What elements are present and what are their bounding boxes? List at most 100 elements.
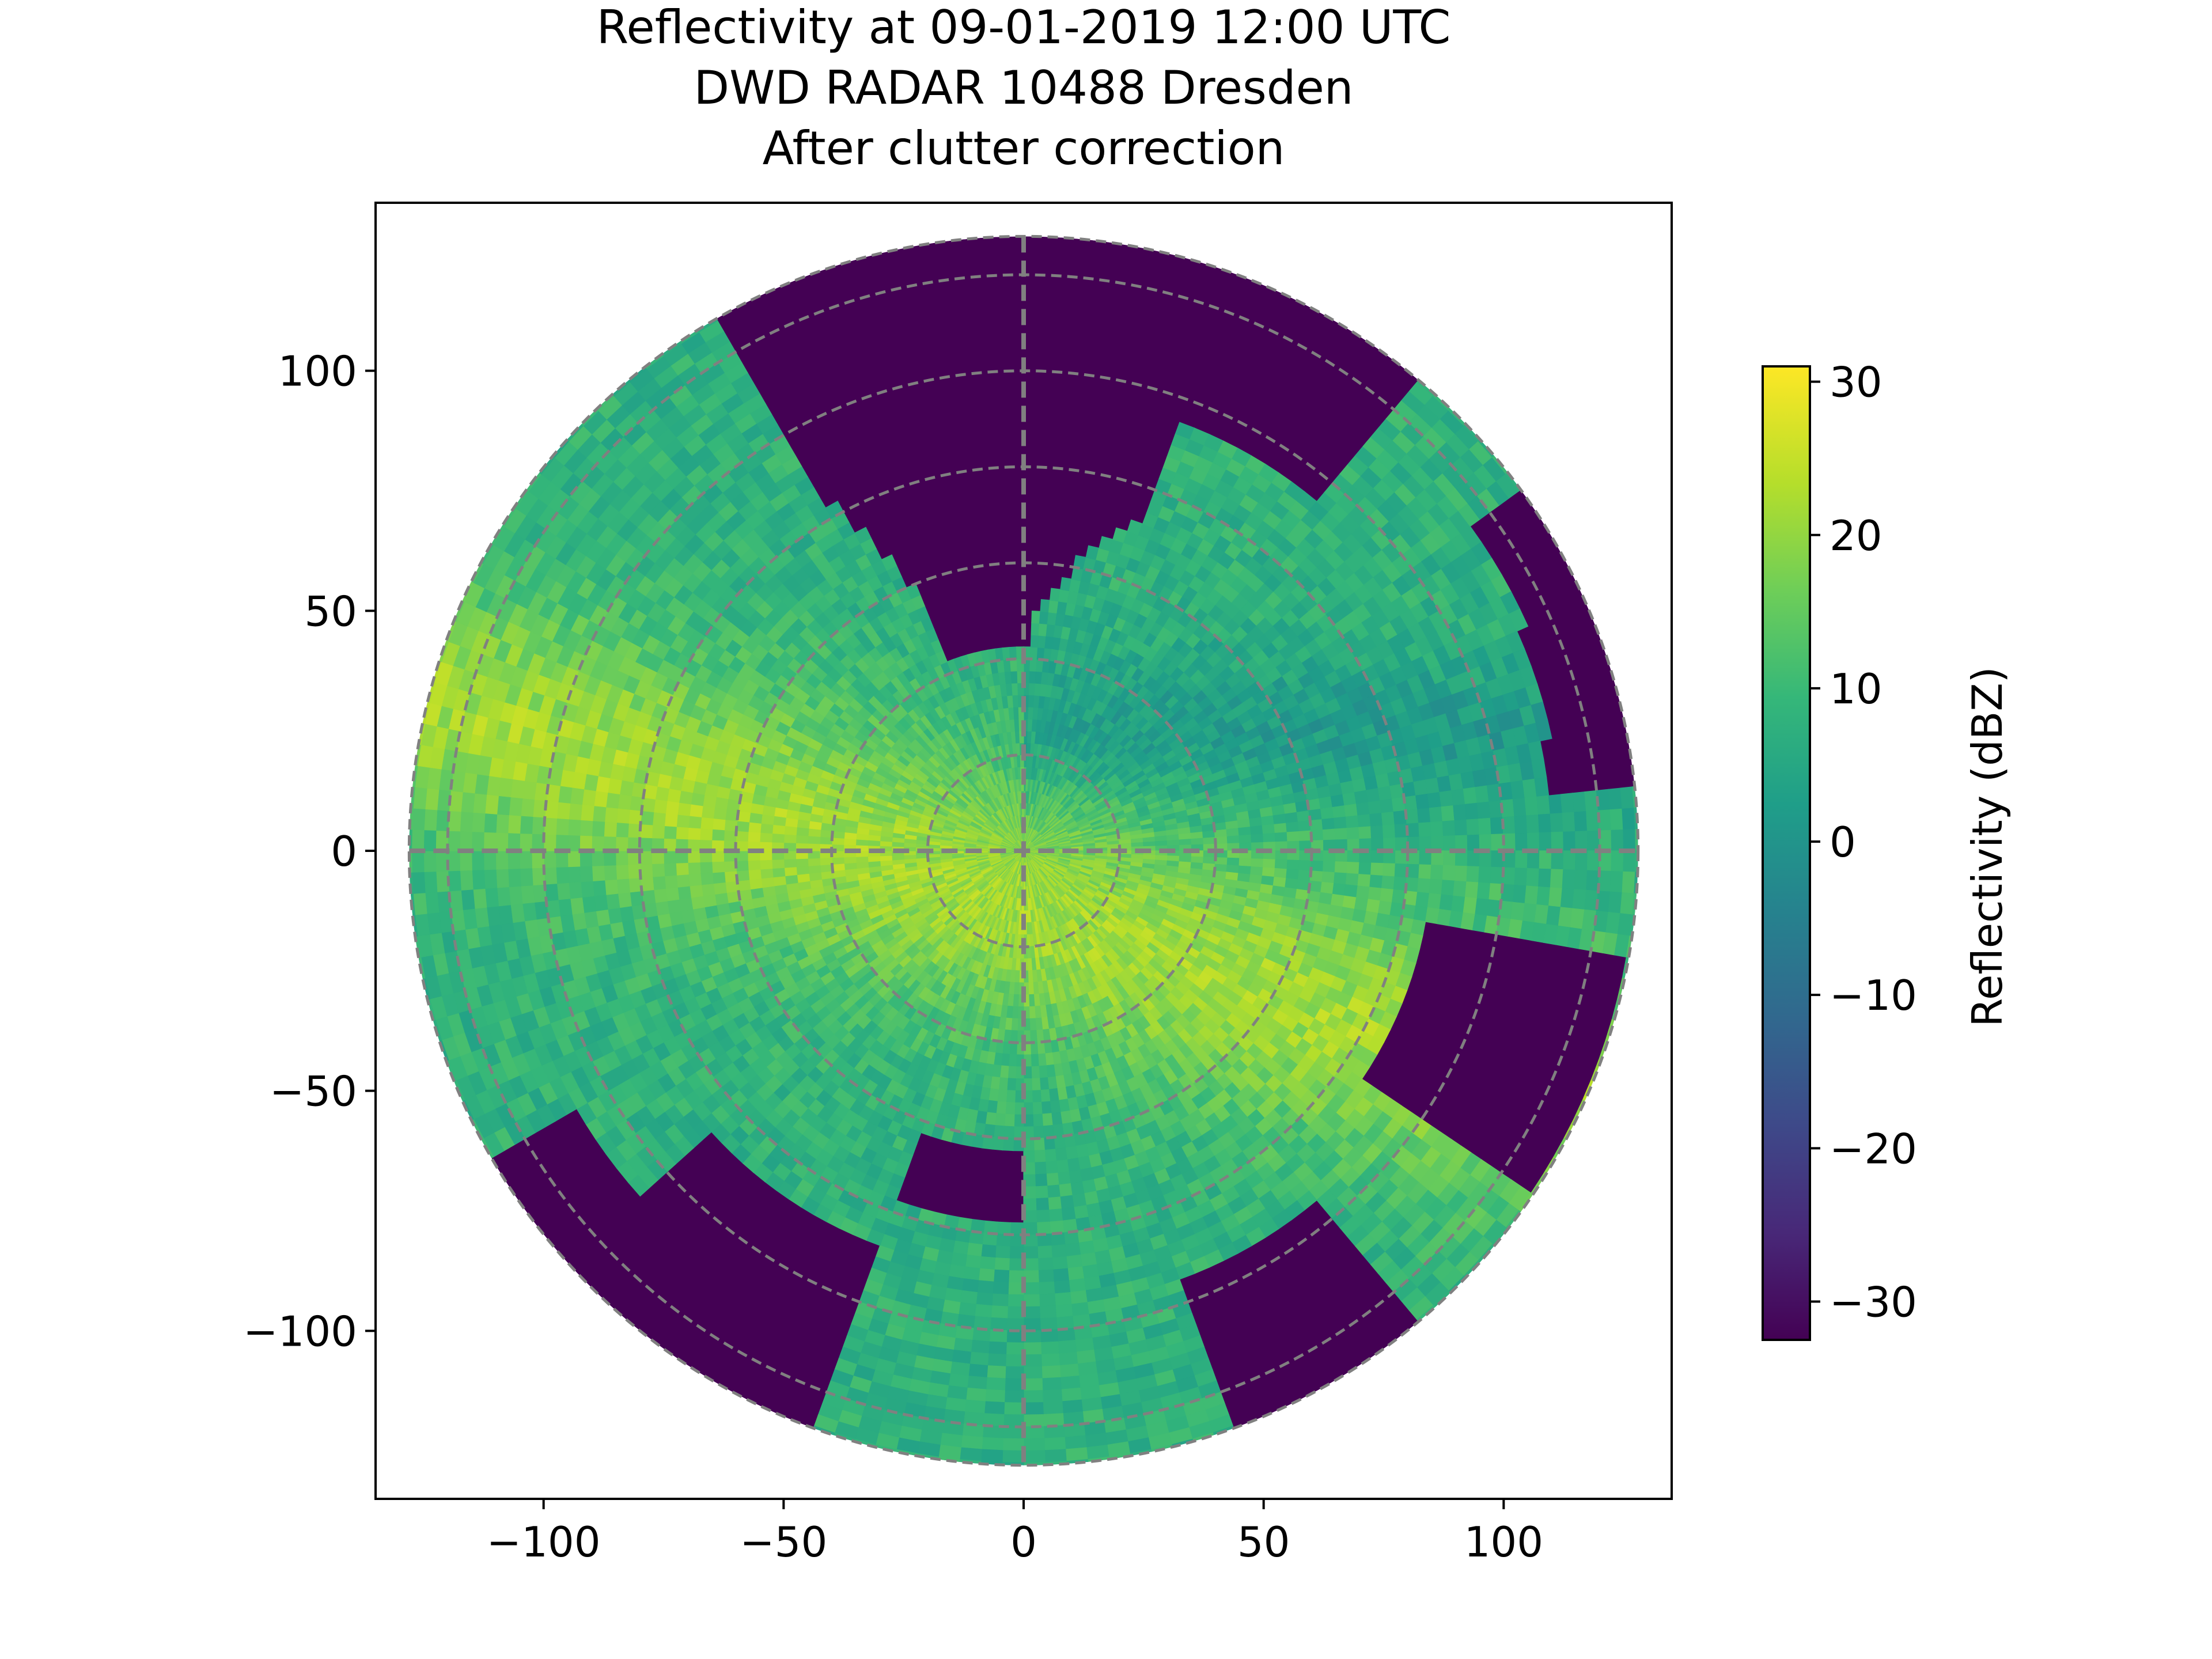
radar-bin — [1007, 1282, 1024, 1296]
radar-bin — [1296, 810, 1310, 823]
radar-bin — [1023, 1306, 1041, 1320]
radar-bin — [958, 1302, 976, 1317]
radar-bin — [980, 1449, 1003, 1463]
title-line-1: Reflectivity at 09-01-2019 12:00 UTC — [597, 1, 1451, 54]
radar-bin — [1527, 832, 1540, 851]
radar-bin — [1031, 1078, 1041, 1092]
radar-bin — [1345, 815, 1359, 829]
radar-bin — [979, 1256, 996, 1271]
radar-bin — [1548, 887, 1563, 908]
title-line-3: After clutter correction — [763, 122, 1285, 175]
radar-bin — [1023, 1438, 1046, 1452]
radar-bin — [983, 1220, 998, 1234]
radar-bin — [1032, 1113, 1044, 1127]
radar-bin — [1041, 1113, 1053, 1127]
radar-bin — [1453, 880, 1467, 898]
radar-bin — [1429, 878, 1444, 895]
radar-bin — [991, 1293, 1009, 1307]
radar-bin — [968, 1363, 988, 1378]
radar-bin — [1057, 1339, 1077, 1354]
radar-bin — [1166, 839, 1180, 846]
radar-bin — [1531, 759, 1547, 779]
radar-bin — [1417, 808, 1431, 824]
radar-bin — [1023, 1390, 1044, 1403]
radar-bin — [1298, 860, 1312, 872]
radar-bin — [1512, 884, 1527, 904]
radar-bin — [976, 1280, 994, 1294]
radar-bin — [1071, 1193, 1087, 1208]
chart-title: Reflectivity at 09-01-2019 12:00 UTC DWD… — [597, 1, 1451, 175]
radar-bin — [1429, 806, 1444, 823]
radar-bin — [1037, 1269, 1054, 1283]
radar-bin — [1059, 1195, 1074, 1210]
radar-bin — [1023, 1330, 1041, 1343]
radar-bin — [1334, 816, 1347, 830]
radar-bin — [1536, 886, 1551, 907]
radar-bin — [1036, 1209, 1050, 1224]
radar-bin — [988, 1341, 1007, 1355]
radar-bin — [1037, 1053, 1047, 1067]
radar-bin — [1214, 857, 1228, 866]
radar-bin — [1065, 1447, 1088, 1462]
radar-bin — [1191, 838, 1204, 846]
radar-bin — [1068, 1278, 1086, 1293]
radar-bin — [1562, 812, 1576, 832]
radar-bin — [1040, 1341, 1059, 1355]
radar-bin — [1439, 894, 1454, 912]
radar-bin — [1058, 1183, 1073, 1198]
radar-bin — [1274, 859, 1288, 870]
radar-bin — [1249, 817, 1263, 828]
radar-bin — [1441, 805, 1455, 822]
radar-bin — [1464, 881, 1479, 899]
radar-bin — [1064, 1435, 1087, 1450]
radar-bin — [1047, 1184, 1060, 1199]
radar-bin — [1381, 875, 1395, 891]
radar-bin — [1038, 1065, 1048, 1079]
radar-bin — [1007, 1066, 1017, 1080]
radar-bin — [1031, 610, 1041, 624]
radar-bin — [1023, 1402, 1044, 1415]
radar-bin — [1455, 850, 1468, 867]
radar-bin — [1512, 797, 1527, 817]
radar-bin — [992, 1281, 1009, 1296]
radar-bin — [1143, 841, 1156, 847]
radar-bin — [1563, 850, 1576, 871]
radar-bin — [984, 1389, 1005, 1403]
radar-bin — [1033, 1126, 1044, 1139]
radar-bin — [1491, 850, 1504, 868]
radar-bin — [1286, 869, 1300, 880]
radar-bin — [1370, 825, 1384, 839]
radar-bin — [963, 1266, 980, 1281]
radar-bin — [978, 1268, 995, 1282]
radar-bin — [994, 1245, 1010, 1259]
radar-bin — [1238, 834, 1252, 844]
radar-bin — [994, 1257, 1010, 1271]
radar-bin — [1334, 828, 1348, 840]
radar-bin — [1003, 1414, 1024, 1427]
radar-bin — [1047, 1196, 1062, 1211]
radar-bin — [1524, 796, 1539, 816]
radar-bin — [1262, 824, 1276, 835]
radar-bin — [959, 1447, 982, 1462]
radar-bin — [1005, 1354, 1024, 1368]
radar-bin — [1065, 1243, 1081, 1257]
radar-bin — [1002, 1426, 1024, 1440]
radar-bin — [1033, 1149, 1046, 1163]
radar-bin — [1041, 1377, 1062, 1391]
radar-bin — [1263, 832, 1276, 843]
radar-bin — [1332, 882, 1347, 896]
radar-bin — [1608, 891, 1623, 914]
radar-bin — [1045, 1161, 1058, 1175]
radar-bin — [1069, 1290, 1088, 1305]
radar-bin — [1005, 1342, 1024, 1355]
radar-bin — [1260, 815, 1275, 827]
radar-bin — [1451, 895, 1466, 913]
radar-bin — [1574, 869, 1588, 891]
radar-bin — [1060, 1207, 1076, 1221]
radar-bin — [1052, 1123, 1065, 1138]
radar-bin — [1538, 813, 1552, 834]
radar-bin — [1370, 862, 1384, 877]
radar-bin — [960, 1435, 983, 1450]
radar-bin — [1034, 1161, 1047, 1175]
